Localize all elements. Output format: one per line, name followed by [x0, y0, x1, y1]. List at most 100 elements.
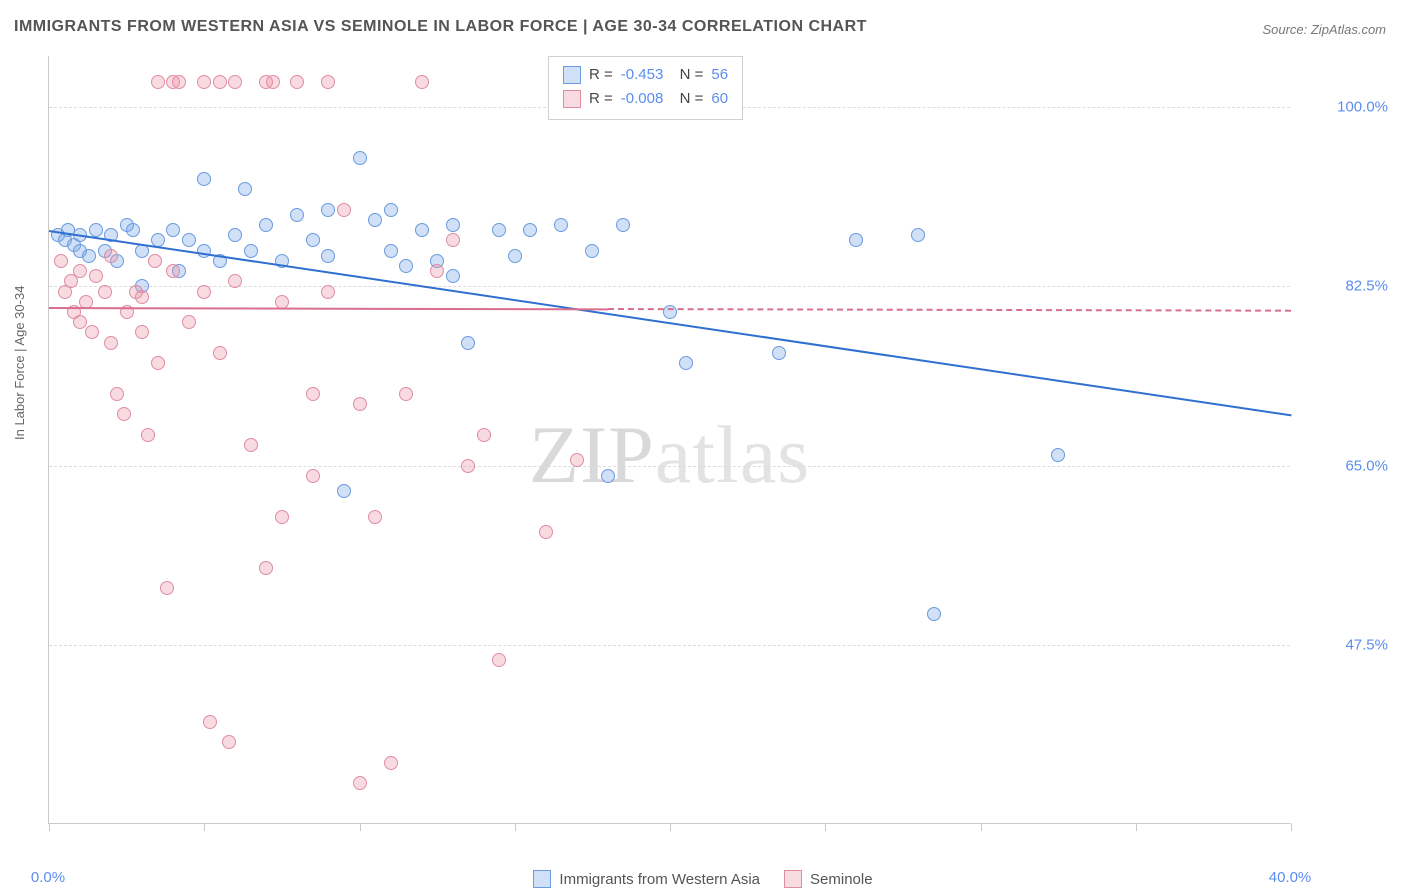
- legend-item: Seminole: [784, 870, 873, 888]
- scatter-point: [679, 356, 693, 370]
- legend-swatch: [784, 870, 802, 888]
- scatter-point: [415, 223, 429, 237]
- legend-label: Seminole: [810, 871, 873, 888]
- scatter-point: [222, 735, 236, 749]
- scatter-point: [135, 290, 149, 304]
- scatter-point: [306, 387, 320, 401]
- scatter-point: [141, 428, 155, 442]
- scatter-point: [415, 75, 429, 89]
- y-tick-label: 47.5%: [1345, 636, 1388, 653]
- x-tick-label: 40.0%: [1269, 869, 1312, 886]
- scatter-point: [182, 233, 196, 247]
- chart-source: Source: ZipAtlas.com: [1262, 22, 1386, 37]
- scatter-point: [492, 223, 506, 237]
- x-tick: [1291, 823, 1292, 831]
- scatter-point: [911, 228, 925, 242]
- legend-stat-row: R = -0.008 N = 60: [563, 87, 728, 111]
- x-tick: [1136, 823, 1137, 831]
- scatter-point: [461, 336, 475, 350]
- scatter-point: [927, 607, 941, 621]
- scatter-point: [772, 346, 786, 360]
- scatter-point: [89, 223, 103, 237]
- scatter-point: [54, 254, 68, 268]
- scatter-point: [508, 249, 522, 263]
- scatter-point: [554, 218, 568, 232]
- scatter-point: [321, 285, 335, 299]
- scatter-point: [461, 459, 475, 473]
- scatter-point: [601, 469, 615, 483]
- scatter-point: [238, 182, 252, 196]
- scatter-point: [353, 776, 367, 790]
- x-tick: [515, 823, 516, 831]
- scatter-point: [104, 336, 118, 350]
- scatter-point: [228, 228, 242, 242]
- stat-r-label: R =: [589, 87, 613, 111]
- stat-n-value: 56: [711, 63, 728, 87]
- scatter-point: [399, 259, 413, 273]
- scatter-point: [353, 151, 367, 165]
- scatter-point: [259, 218, 273, 232]
- scatter-point: [1051, 448, 1065, 462]
- legend-swatch: [563, 66, 581, 84]
- scatter-point: [570, 453, 584, 467]
- gridline-h: [49, 466, 1290, 467]
- scatter-point: [197, 172, 211, 186]
- scatter-point: [430, 264, 444, 278]
- scatter-point: [110, 387, 124, 401]
- scatter-point: [446, 218, 460, 232]
- scatter-point: [244, 438, 258, 452]
- scatter-point: [384, 203, 398, 217]
- scatter-point: [82, 249, 96, 263]
- scatter-point: [197, 75, 211, 89]
- scatter-point: [89, 269, 103, 283]
- scatter-point: [148, 254, 162, 268]
- y-axis-label: In Labor Force | Age 30-34: [12, 286, 27, 440]
- scatter-point: [523, 223, 537, 237]
- scatter-point: [213, 75, 227, 89]
- scatter-point: [477, 428, 491, 442]
- x-tick: [670, 823, 671, 831]
- series-legend: Immigrants from Western Asia Seminole: [0, 870, 1406, 888]
- x-tick: [204, 823, 205, 831]
- scatter-point: [73, 264, 87, 278]
- stat-r-value: -0.453: [621, 63, 664, 87]
- scatter-point: [353, 397, 367, 411]
- scatter-point: [663, 305, 677, 319]
- x-tick: [825, 823, 826, 831]
- scatter-point: [151, 75, 165, 89]
- scatter-point: [446, 269, 460, 283]
- scatter-point: [368, 213, 382, 227]
- scatter-point: [321, 203, 335, 217]
- scatter-point: [368, 510, 382, 524]
- scatter-point: [384, 756, 398, 770]
- scatter-point: [290, 208, 304, 222]
- trend-line: [608, 308, 1291, 312]
- x-tick-label: 0.0%: [31, 869, 65, 886]
- scatter-point: [337, 203, 351, 217]
- scatter-point: [306, 233, 320, 247]
- scatter-point: [135, 325, 149, 339]
- x-tick: [360, 823, 361, 831]
- stat-n-value: 60: [711, 87, 728, 111]
- legend-item: Immigrants from Western Asia: [533, 870, 760, 888]
- stats-legend: R = -0.453 N = 56R = -0.008 N = 60: [548, 56, 743, 120]
- scatter-point: [321, 249, 335, 263]
- plot-area: ZIPatlas: [48, 56, 1290, 824]
- scatter-point: [539, 525, 553, 539]
- scatter-point: [244, 244, 258, 258]
- scatter-point: [203, 715, 217, 729]
- scatter-point: [98, 285, 112, 299]
- legend-label: Immigrants from Western Asia: [559, 871, 760, 888]
- scatter-point: [266, 75, 280, 89]
- stat-n-label: N =: [671, 63, 703, 87]
- scatter-point: [492, 653, 506, 667]
- scatter-point: [616, 218, 630, 232]
- scatter-point: [85, 325, 99, 339]
- scatter-point: [197, 285, 211, 299]
- scatter-point: [126, 223, 140, 237]
- scatter-point: [117, 407, 131, 421]
- legend-swatch: [533, 870, 551, 888]
- y-tick-label: 65.0%: [1345, 457, 1388, 474]
- scatter-point: [259, 561, 273, 575]
- y-tick-label: 100.0%: [1337, 99, 1388, 116]
